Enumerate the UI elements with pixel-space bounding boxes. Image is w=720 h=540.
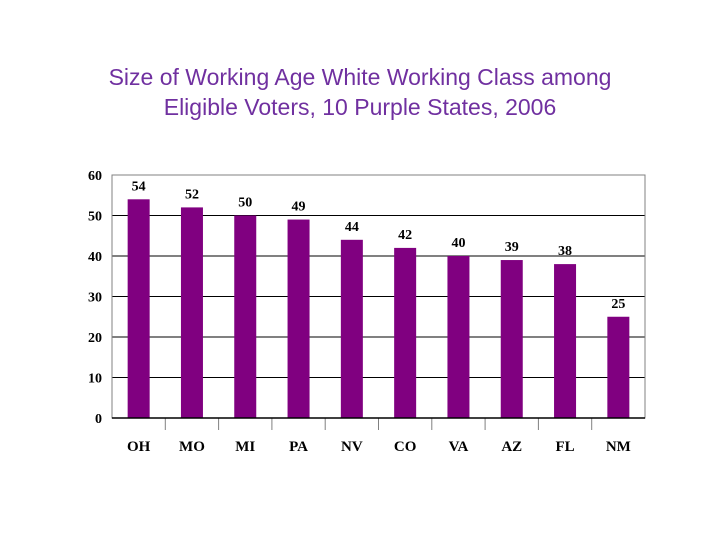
data-label: 49 xyxy=(292,200,306,215)
chart-title: Size of Working Age White Working Class … xyxy=(40,62,680,122)
data-label: 40 xyxy=(451,236,465,251)
y-tick-label: 20 xyxy=(88,331,102,346)
data-label: 52 xyxy=(185,187,199,202)
bar xyxy=(394,247,417,418)
chart-title-line-1: Size of Working Age White Working Class … xyxy=(108,64,612,90)
y-tick-label: 30 xyxy=(88,291,102,306)
chart-title-line-2: Eligible Voters, 10 Purple States, 2006 xyxy=(163,94,557,120)
data-label: 25 xyxy=(611,297,625,312)
bar xyxy=(234,215,257,418)
bar xyxy=(180,207,203,418)
x-tick-label: MO xyxy=(179,439,205,455)
x-tick-label: NM xyxy=(606,439,631,455)
x-tick-label: NV xyxy=(341,439,363,455)
bar xyxy=(287,219,310,418)
x-tick-label: VA xyxy=(449,439,469,455)
data-label: 39 xyxy=(505,240,519,255)
x-tick-label: PA xyxy=(289,439,308,455)
x-tick-label: CO xyxy=(394,439,417,455)
y-tick-label: 50 xyxy=(88,210,102,225)
x-tick-label: AZ xyxy=(501,439,522,455)
data-label: 54 xyxy=(132,179,146,194)
y-tick-label: 40 xyxy=(88,250,102,265)
data-label: 50 xyxy=(238,196,252,211)
bar xyxy=(127,199,150,418)
x-tick-label: MI xyxy=(235,439,255,455)
data-label: 38 xyxy=(558,244,572,259)
bar xyxy=(500,260,523,418)
y-tick-label: 10 xyxy=(88,372,102,387)
x-tick-label: FL xyxy=(555,439,574,455)
bar xyxy=(607,316,630,418)
data-label: 44 xyxy=(345,220,359,235)
bar xyxy=(554,264,577,418)
x-tick-label: OH xyxy=(127,439,151,455)
data-label: 42 xyxy=(398,228,412,243)
bar xyxy=(447,256,470,418)
y-tick-label: 60 xyxy=(88,169,102,184)
bar xyxy=(340,239,363,418)
y-tick-label: 0 xyxy=(95,412,102,427)
